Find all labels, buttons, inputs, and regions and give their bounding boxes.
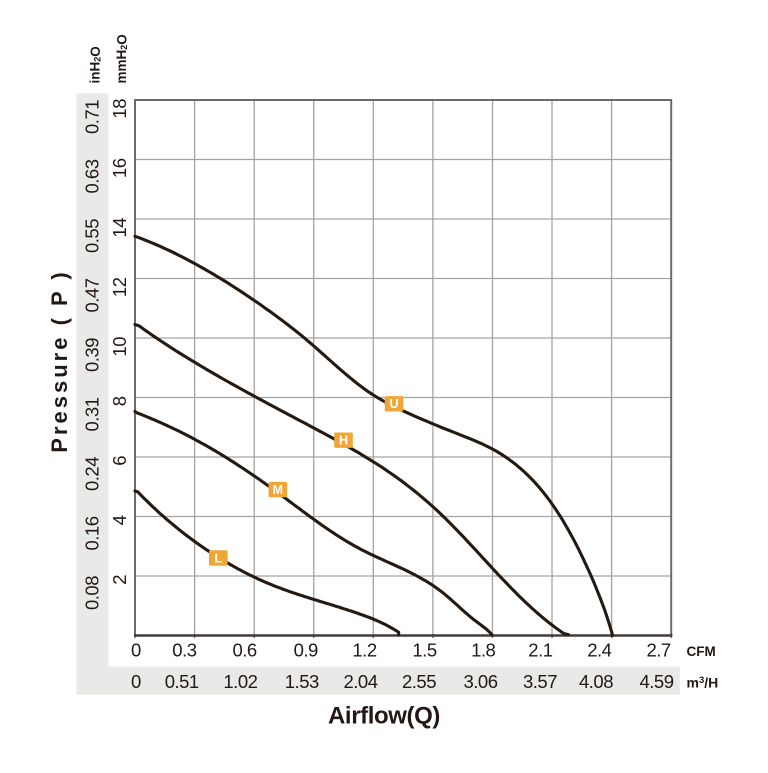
svg-text:inH2O: inH2O (88, 46, 103, 83)
svg-text:Airflow(Q): Airflow(Q) (328, 703, 440, 730)
svg-text:0.55: 0.55 (82, 219, 103, 253)
svg-text:H: H (339, 434, 348, 448)
svg-text:M: M (273, 483, 283, 497)
svg-text:0.63: 0.63 (82, 159, 103, 193)
svg-text:4.08: 4.08 (579, 671, 613, 692)
svg-text:Pressure ( P ): Pressure ( P ) (47, 269, 72, 452)
svg-text:0.24: 0.24 (82, 457, 103, 491)
svg-text:2.04: 2.04 (343, 671, 377, 692)
svg-text:2.1: 2.1 (528, 640, 552, 661)
svg-text:1.02: 1.02 (223, 671, 257, 692)
svg-text:0: 0 (131, 640, 141, 661)
svg-text:0.47: 0.47 (82, 278, 103, 312)
svg-text:m3/H: m3/H (687, 675, 719, 691)
svg-text:1.8: 1.8 (471, 640, 495, 661)
svg-text:18: 18 (109, 99, 130, 119)
svg-text:4: 4 (109, 515, 130, 525)
svg-text:0.3: 0.3 (172, 640, 196, 661)
svg-text:3.06: 3.06 (463, 671, 497, 692)
svg-text:0.9: 0.9 (294, 640, 318, 661)
svg-text:L: L (214, 551, 222, 565)
svg-text:0.6: 0.6 (232, 640, 256, 661)
svg-text:16: 16 (109, 158, 130, 178)
svg-text:0.16: 0.16 (82, 516, 103, 550)
svg-text:2.4: 2.4 (587, 640, 611, 661)
svg-text:0.71: 0.71 (82, 100, 103, 134)
svg-text:2: 2 (109, 575, 130, 585)
svg-text:3.57: 3.57 (523, 671, 557, 692)
svg-text:1.53: 1.53 (285, 671, 319, 692)
svg-text:0.31: 0.31 (82, 397, 103, 431)
svg-text:8: 8 (109, 396, 130, 406)
svg-text:6: 6 (109, 456, 130, 466)
svg-text:0: 0 (131, 671, 141, 692)
svg-text:0.08: 0.08 (82, 576, 103, 610)
svg-text:14: 14 (109, 218, 130, 238)
svg-text:1.2: 1.2 (352, 640, 376, 661)
svg-text:0.51: 0.51 (165, 671, 199, 692)
svg-text:1.5: 1.5 (412, 640, 436, 661)
svg-text:12: 12 (109, 277, 130, 297)
svg-text:mmH2O: mmH2O (114, 34, 129, 83)
svg-text:10: 10 (109, 337, 130, 357)
svg-text:U: U (389, 397, 398, 411)
svg-text:CFM: CFM (687, 644, 716, 659)
svg-text:2.7: 2.7 (646, 640, 670, 661)
svg-text:0.39: 0.39 (82, 338, 103, 372)
svg-text:2.55: 2.55 (402, 671, 436, 692)
svg-text:4.59: 4.59 (639, 671, 673, 692)
